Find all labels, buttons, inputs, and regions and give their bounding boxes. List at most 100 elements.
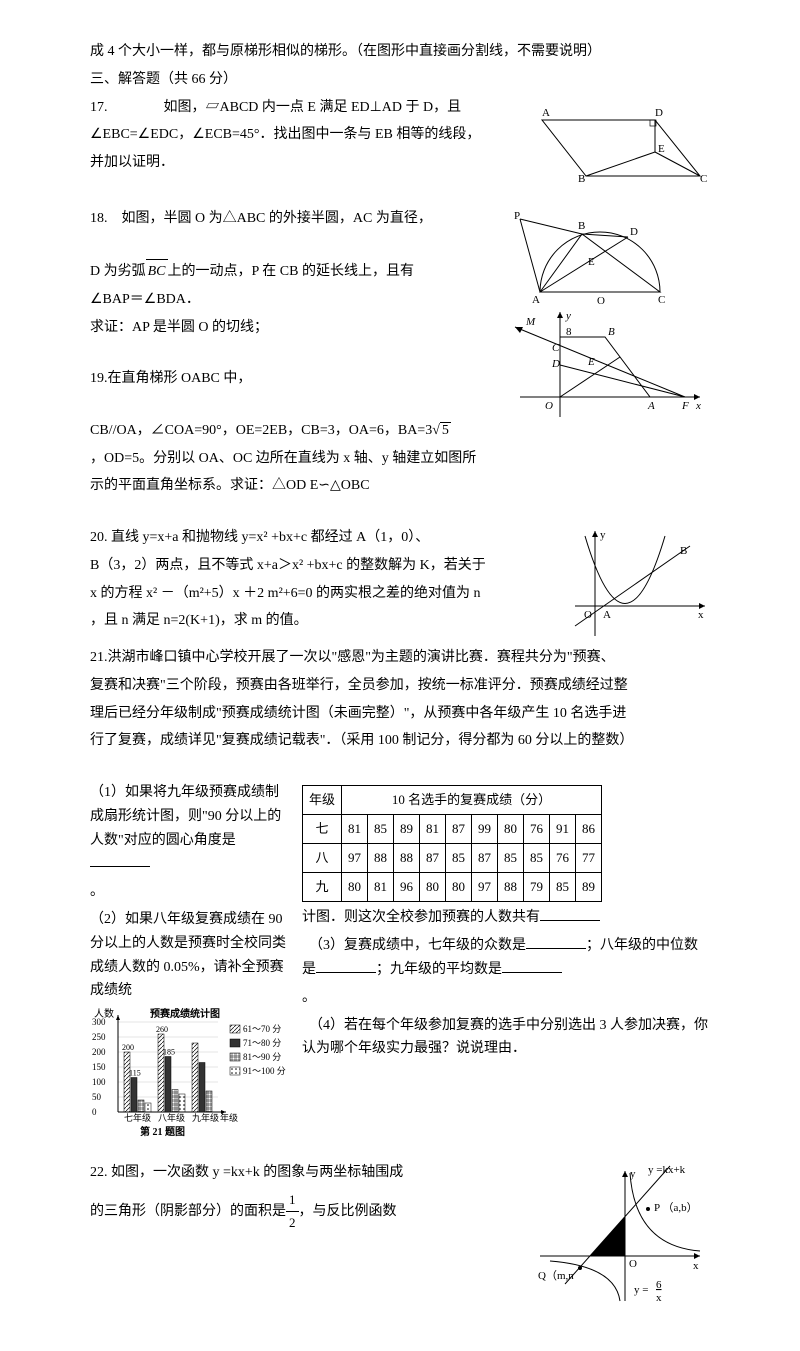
q18-t2a: D 为劣弧 [90,264,146,279]
q22-num: 22. [90,1165,108,1180]
sqrt-5: 5 [432,419,451,443]
q21-line1: 21.洪湖市峰口镇中心学校开展了一次以"感恩"为主题的演讲比赛．赛程共分为"预赛… [90,646,710,670]
svg-text:D: D [630,226,638,238]
svg-text:D: D [551,358,560,370]
blank-2 [540,906,600,921]
svg-text:O: O [545,400,553,412]
svg-text:O: O [584,609,592,621]
svg-text:A: A [532,294,540,306]
figure-20: O A B x y [570,526,710,646]
sqrt-rad: 5 [440,422,451,438]
frac-den: 2 [286,1212,299,1234]
th-scores: 10 名选手的复赛成绩（分） [342,785,602,814]
svg-text:y =kx+k: y =kx+k [648,1164,686,1176]
q20-t1: 直线 y=x+a 和抛物线 y=x² +bx+c 都经过 A（1，0）、 [111,530,429,545]
svg-text:B: B [578,173,585,184]
q21-line2: 复赛和决赛"三个阶段，预赛由各班举行，全员参加，按统一标准评分．预赛成绩经过整 [90,674,710,698]
q21-sub4: （4）若在每个年级参加复赛的选手中分别选出 3 人参加决赛，你认为哪个年级实力最… [302,1014,710,1062]
figure-22: y x y =kx+k P （a,b） O Q（m,n y = 6 x [530,1161,710,1311]
svg-text:E: E [588,256,595,268]
svg-text:P: P [514,210,520,222]
q21-line3: 理后已经分年级制成"预赛成绩统计图（未画完整）"，从预赛中各年级产生 10 名选… [90,702,710,726]
svg-text:91～100 分: 91～100 分 [243,1066,286,1076]
svg-text:61～70 分: 61～70 分 [243,1024,281,1034]
svg-text:200: 200 [122,1043,134,1052]
svg-text:A: A [603,609,611,621]
svg-text:B: B [680,545,687,557]
frac-num: 1 [286,1189,299,1212]
svg-text:200: 200 [92,1047,106,1057]
q18-t1: 如图，半圆 O 为△ABC 的外接半圆，AC 为直径， [122,211,432,226]
q21-sub2: （2）如果八年级复赛成绩在 90 分以上的人数是预赛时全校同类成绩人数的 0.0… [90,908,290,1003]
svg-text:O: O [629,1258,637,1270]
svg-text:F: F [681,400,689,412]
svg-text:八年级: 八年级 [158,1112,185,1123]
svg-text:九年级: 九年级 [192,1112,219,1123]
svg-text:50: 50 [92,1092,102,1102]
svg-text:250: 250 [92,1032,106,1042]
svg-text:C: C [700,173,707,184]
svg-text:O: O [597,295,605,307]
svg-text:Q（m,n: Q（m,n [538,1269,574,1282]
figure-17: A D E B C [520,96,710,184]
svg-text:A: A [542,107,550,119]
q18-t2b: 上的一动点，P 在 CB 的延长线上，且有 [168,264,414,279]
scores-table: 年级10 名选手的复赛成绩（分） 七81858981879980769186八9… [302,785,602,902]
q17-num: 17. [90,100,108,115]
section-3: 三、解答题（共 66 分） [90,68,710,92]
svg-text:x: x [695,400,701,412]
svg-text:100: 100 [92,1077,106,1087]
q19-line4: 示的平面直角坐标系。求证：△OD E∽△OBC [90,474,710,498]
q21-s3c: ；九年级的平均数是 [376,962,502,977]
svg-text:E: E [658,143,665,155]
svg-text:81～90 分: 81～90 分 [243,1052,281,1062]
q22-t1: 如图，一次函数 y =kx+k 的图象与两坐标轴围成 [111,1165,403,1180]
svg-text:y: y [600,529,606,541]
q22-t2a: 的三角形（阴影部分）的面积是 [90,1204,286,1219]
blank-5 [502,958,562,973]
svg-text:y: y [565,310,571,322]
q21-t1: 洪湖市峰口镇中心学校开展了一次以"感恩"为主题的演讲比赛．赛程共分为"预赛、 [108,650,615,665]
svg-text:第 21 题图: 第 21 题图 [140,1125,185,1137]
svg-text:x: x [693,1260,699,1272]
q21-num: 21. [90,650,108,665]
svg-text:8: 8 [566,326,572,338]
q21-sub1: （1）如果将九年级预赛成绩制成扇形统计图，则"90 分以上的人数"对应的圆心角度… [90,781,290,876]
svg-text:0: 0 [92,1107,97,1117]
svg-text:300: 300 [92,1017,106,1027]
q21-sub3: （3）复赛成绩中，七年级的众数是；八年级的中位数是；九年级的平均数是 [302,934,710,982]
blank-3 [526,934,586,949]
blank-1 [90,852,150,867]
th-grade: 年级 [303,785,342,814]
arc-bc: BC [146,259,168,284]
svg-text:预赛成绩统计图: 预赛成绩统计图 [150,1007,220,1020]
svg-text:260: 260 [156,1025,168,1034]
q21-sub1-text: （1）如果将九年级预赛成绩制成扇形统计图，则"90 分以上的人数"对应的圆心角度… [90,785,281,848]
svg-text:D: D [655,107,663,119]
intro-text: 成 4 个大小一样，都与原梯形相似的梯形。（在图形中直接画分割线，不需要说明） [90,40,710,64]
svg-text:E: E [587,356,595,368]
svg-text:x: x [698,609,704,621]
svg-text:P （a,b）: P （a,b） [654,1201,698,1214]
svg-text:B: B [608,326,615,338]
q21-line4: 行了复赛，成绩详见"复赛成绩记载表"．（采用 100 制记分，得分都为 60 分… [90,729,710,753]
figure-1819: P B D E A O C y x M 8 O C B D E A F [510,207,710,437]
svg-text:B: B [578,220,585,232]
svg-text:七年级: 七年级 [124,1112,151,1123]
svg-text:150: 150 [92,1062,106,1072]
svg-text:C: C [658,294,665,306]
fraction-half: 12 [286,1189,299,1234]
q21-sub2b: 计图．则这次全校参加预赛的人数共有 [302,906,710,930]
q19-line3: ，OD=5。分别以 OA、OC 边所在直线为 x 轴、y 轴建立如图所 [90,447,710,471]
svg-text:185: 185 [163,1048,175,1057]
svg-text:x: x [656,1292,662,1304]
svg-text:M: M [525,316,536,328]
svg-text:71～80 分: 71～80 分 [243,1038,281,1048]
q20-num: 20. [90,530,108,545]
q19-t2a: CB//OA，∠COA=90°，OE=2EB，CB=3，OA=6，BA=3 [90,423,432,438]
q19-num: 19. [90,371,108,386]
svg-text:y =: y = [634,1284,648,1296]
bar-chart: 人数预赛成绩统计图050100150200250300200115七年级2601… [90,1007,290,1137]
q22-t2b: ，与反比例函数 [299,1204,397,1219]
q17-t1: 如图，▱ABCD 内一点 E 满足 ED⊥AD 于 D，且 [108,100,462,115]
